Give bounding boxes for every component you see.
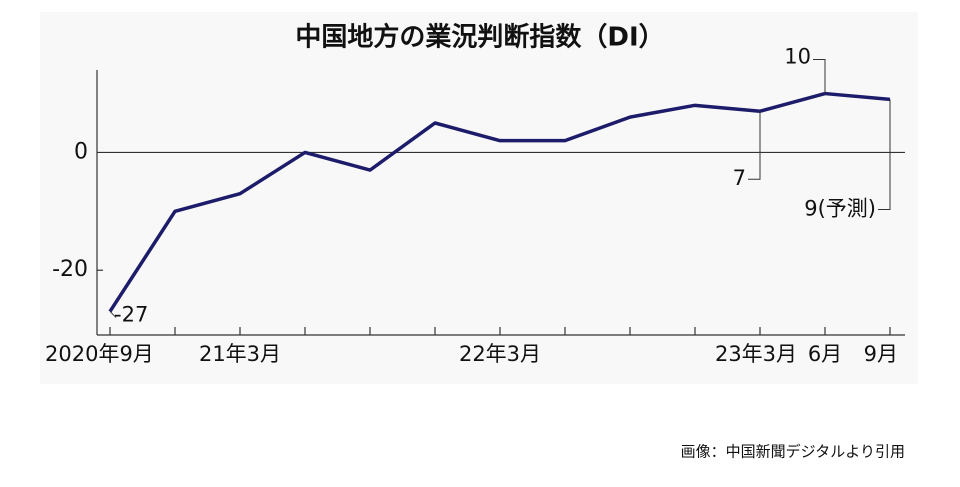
source-caption: 画像：中国新聞デジタルより引用 <box>681 443 905 461</box>
value-label: 9(予測) <box>804 196 876 220</box>
value-label: -27 <box>114 302 148 326</box>
leader-line <box>878 99 891 210</box>
x-tick-label: 22年3月 <box>459 342 541 366</box>
y-tick-label: -20 <box>52 257 88 282</box>
leader-line <box>109 311 117 318</box>
data-line <box>108 91 891 313</box>
value-label: 7 <box>733 166 746 190</box>
leader-line <box>748 111 761 180</box>
x-tick-label: 6月 <box>808 342 842 366</box>
leader-line <box>813 59 826 94</box>
x-tick-label: 21年3月 <box>199 342 281 366</box>
x-tick-label: 9月 <box>864 342 898 366</box>
x-tick-label: 2020年9月 <box>45 342 154 366</box>
chart-title: 中国地方の業況判断指数（DI） <box>295 22 664 53</box>
x-tick-label: 23年3月 <box>715 342 797 366</box>
chart-background <box>40 12 918 384</box>
y-tick-label: 0 <box>74 139 88 164</box>
value-label: 10 <box>784 45 811 69</box>
